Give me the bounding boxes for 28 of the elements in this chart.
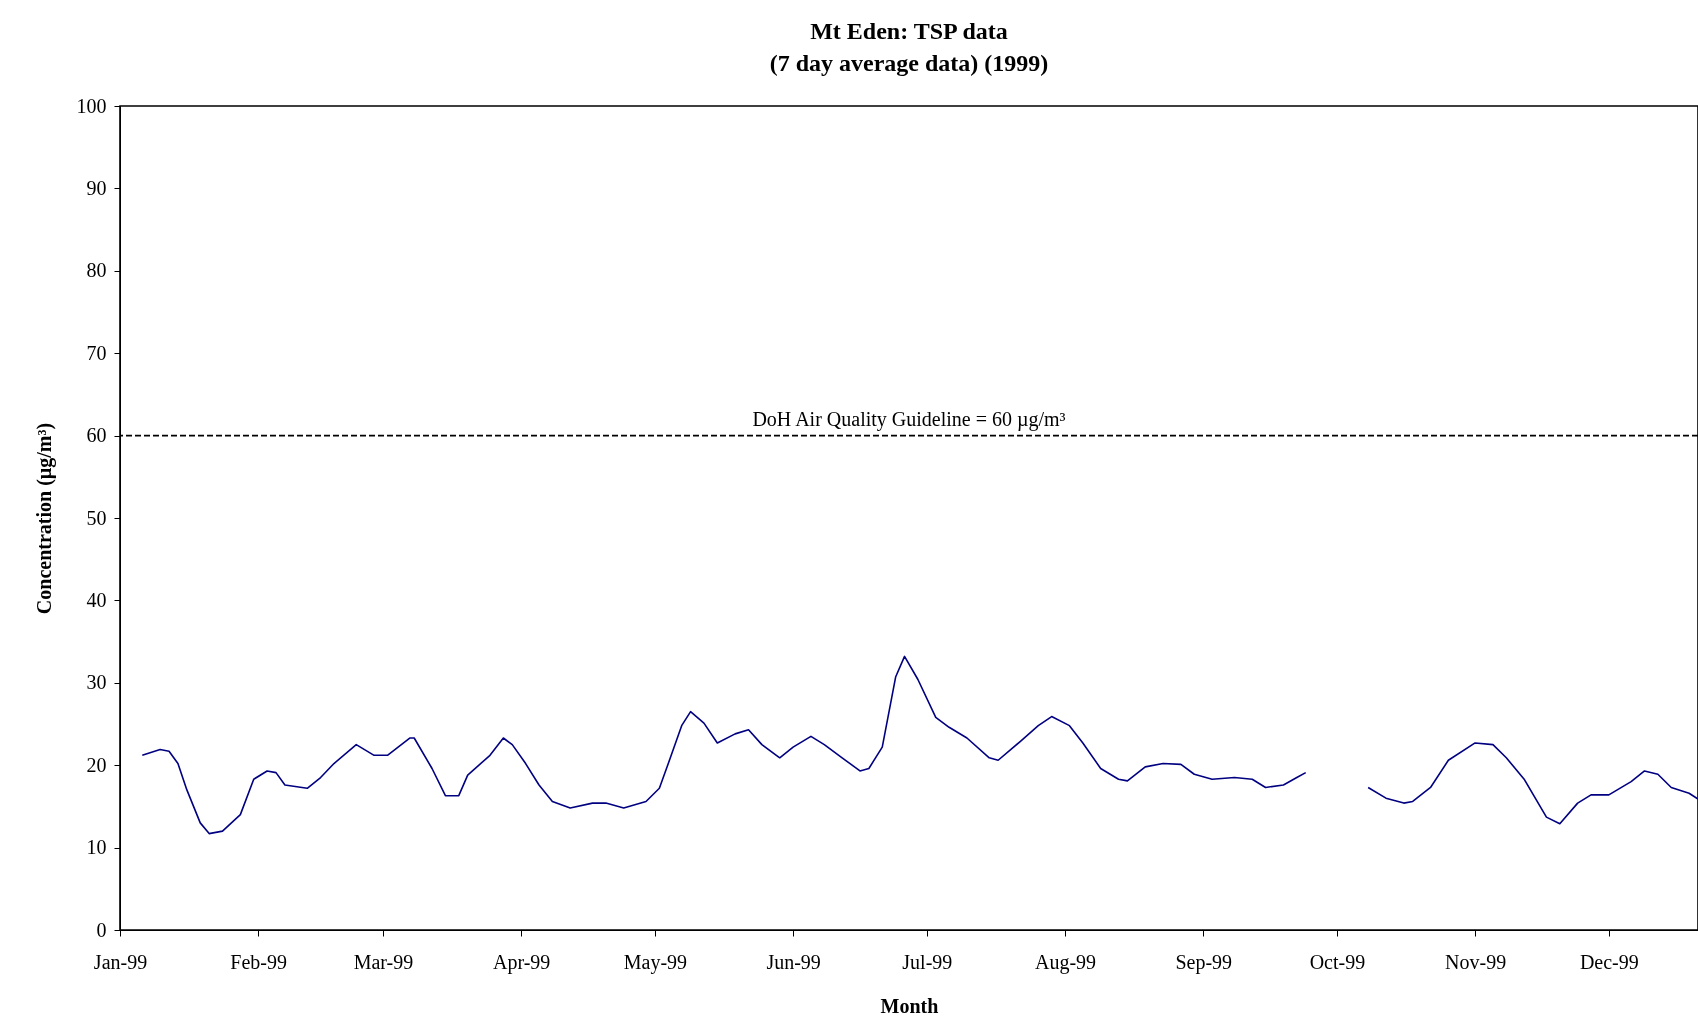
x-tick-label: Sep-99 — [1175, 950, 1233, 974]
y-tick-label: 90 — [86, 176, 107, 199]
y-tick-label: 20 — [86, 753, 107, 776]
y-tick-label: 100 — [76, 94, 107, 117]
chart-subtitle: (7 day average data) (1999) — [769, 50, 1049, 76]
x-tick-label: Dec-99 — [1579, 950, 1639, 973]
y-tick-label: 40 — [86, 588, 107, 611]
y-tick-label: 60 — [86, 424, 107, 447]
y-tick-label: 80 — [86, 259, 107, 282]
x-tick-label: Nov-99 — [1445, 950, 1507, 973]
chart-title: Mt Eden: TSP data — [810, 18, 1008, 44]
y-axis-title: Concentration (µg/m³) — [32, 422, 56, 615]
x-tick-label: Jan-99 — [93, 950, 148, 973]
y-tick-label: 70 — [86, 341, 107, 364]
x-tick-label: Jun-99 — [766, 950, 821, 973]
ref-line-label: DoH Air Quality Guideline = 60 µg/m³ — [752, 407, 1066, 431]
y-tick-label: 30 — [86, 671, 107, 694]
x-tick-label: Aug-99 — [1034, 950, 1097, 974]
x-tick-label: Apr-99 — [493, 950, 551, 974]
x-tick-label: Jul-99 — [902, 950, 953, 973]
x-tick-label: Feb-99 — [230, 950, 288, 973]
x-axis-title: Month — [880, 994, 939, 1017]
y-tick-label: 0 — [96, 918, 107, 941]
x-tick-label: Mar-99 — [353, 950, 414, 973]
y-tick-label: 50 — [86, 506, 107, 529]
x-tick-label: May-99 — [623, 950, 688, 974]
y-tick-label: 10 — [86, 836, 107, 859]
x-tick-label: Oct-99 — [1309, 950, 1366, 973]
